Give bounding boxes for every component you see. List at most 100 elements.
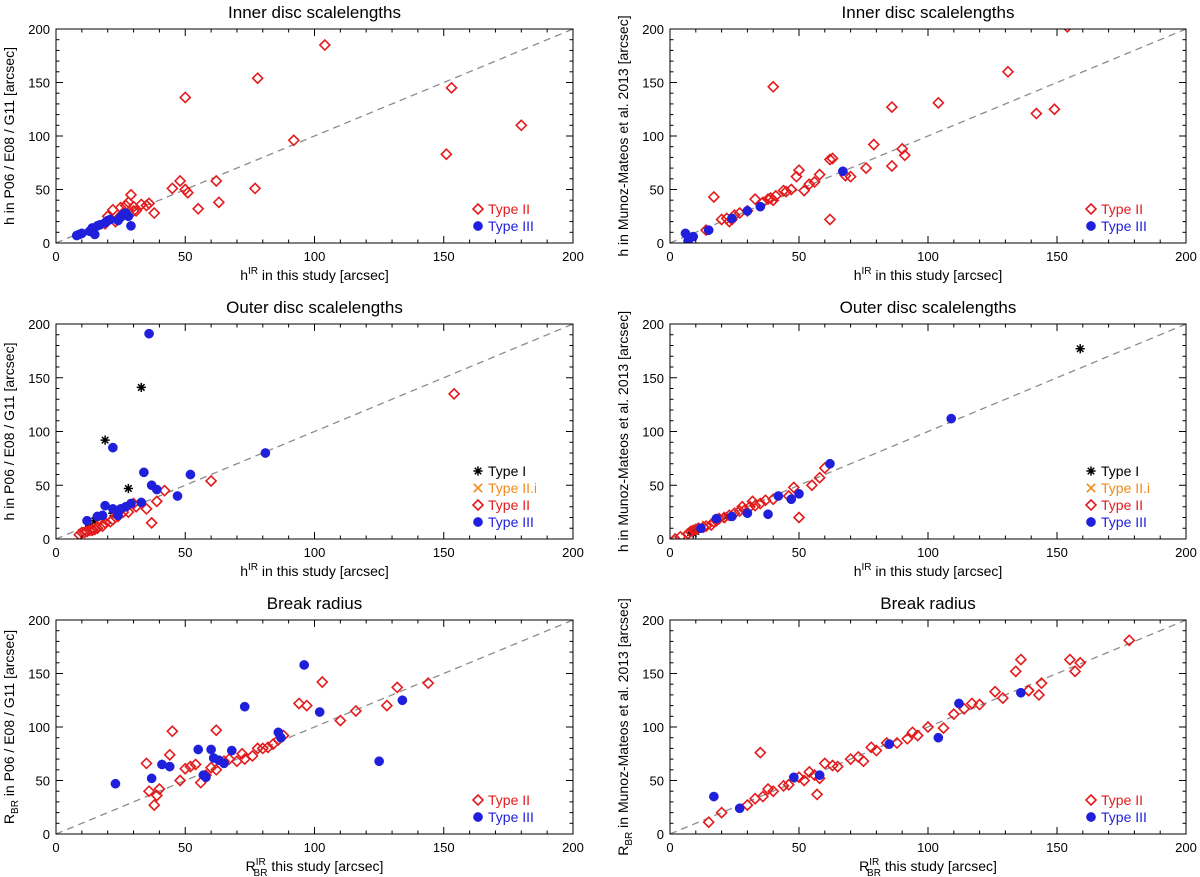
data-point-type-ii [792, 511, 806, 524]
x-label-sup: IR [862, 562, 872, 573]
data-point-type-ii [947, 708, 960, 721]
x-label-base: R [246, 858, 256, 874]
chart-panel-2: 0 50 100 150 200 0 50 100 150 200 Inner disc scale… [615, 3, 1197, 283]
data-point-type-ii [885, 100, 899, 114]
legend-marker [473, 466, 483, 476]
legend-marker [473, 483, 483, 493]
data-point-type-ii [767, 194, 780, 207]
legend-label: Type III [1101, 514, 1147, 530]
axis-ticks [669, 323, 1187, 540]
x-label-base: h [240, 267, 248, 283]
data-point-type-iii [299, 660, 310, 670]
data-point-type-iii [1016, 687, 1026, 698]
data-point-type-ii [707, 190, 720, 204]
data-point-type-iii [193, 744, 204, 755]
data-point-type-iii [763, 509, 773, 520]
data-point-type-ii [767, 80, 780, 93]
data-point-type-ii [756, 790, 770, 803]
data-point-type-ii [831, 760, 844, 773]
legend-label: Type III [488, 809, 534, 825]
y-tick-label: 50 [650, 183, 664, 198]
data-point-type-ii [515, 119, 528, 132]
data-point-type-ii [779, 185, 793, 198]
x-tick-label: 200 [562, 249, 584, 264]
data-point-type-ii [937, 721, 950, 735]
y-label-sub: BR [10, 800, 21, 814]
data-point-type-ii [859, 161, 873, 175]
data-point-type-ii [287, 134, 300, 147]
data-point-type-ii [996, 691, 1009, 705]
data-point-type-ii [150, 789, 163, 802]
data-point-type-ii [292, 697, 306, 710]
data-point-type-ii [86, 524, 99, 537]
data-point-type-iii [139, 467, 149, 478]
x-tick-label: 200 [1175, 545, 1197, 560]
legend-marker [471, 793, 485, 807]
x-axis-label: RIR BR this study [arcsec] [859, 857, 997, 877]
legend-label: Type II [1101, 497, 1143, 513]
y-tick-label: 0 [657, 236, 664, 251]
data-point-type-iii [226, 745, 237, 756]
data-point-type-ii [746, 495, 759, 508]
x-label-sub: BR [867, 868, 881, 877]
data-point-type-ii [1014, 653, 1028, 666]
y-tick-label: 150 [28, 76, 50, 91]
x-tick-label: 150 [1046, 840, 1068, 855]
x-label-sup: IR [248, 266, 258, 277]
y-axis-label: h in Munoz-Mateos et al. 2013 [arcsec] [615, 311, 631, 552]
data-point-type-ii [852, 750, 865, 764]
data-point-type-iii [276, 732, 286, 743]
data-point-type-ii [813, 471, 826, 484]
data-point-type-iii [151, 484, 162, 495]
x-tick-label: 100 [304, 545, 326, 560]
panel-title: Break radius [880, 594, 975, 613]
x-tick-label: 0 [52, 840, 59, 855]
data-point-type-iii [172, 491, 183, 501]
data-point-type-iii [219, 758, 229, 769]
data-point-type-ii [1009, 665, 1022, 678]
chart-panel-3: 0 50 100 150 200 0 50 100 150 200 Outer disc scale… [1, 298, 584, 579]
data-point-type-ii [447, 387, 461, 401]
data-point-type-iii [126, 221, 136, 231]
data-point-type-ii [148, 798, 161, 812]
data-point-type-ii [906, 726, 919, 739]
data-points [73, 328, 461, 539]
data-point-type-ii [777, 779, 790, 792]
data-point-type-ii [422, 676, 435, 690]
data-point-type-ii [670, 532, 682, 539]
y-tick-label: 150 [28, 371, 50, 386]
legend-label: Type III [1101, 218, 1147, 234]
x-tick-label: 200 [1175, 249, 1197, 264]
data-point-type-ii [235, 747, 249, 760]
x-tick-label: 0 [666, 249, 673, 264]
legend-marker [473, 517, 483, 527]
x-label-base: h [854, 563, 862, 579]
x-tick-label: 100 [304, 840, 326, 855]
x-axis-label: RIR BR this study [arcsec] [246, 857, 384, 877]
legend-marker [1084, 793, 1098, 807]
y-axis-label: RBR in P06 / E08 / G11 [arcsec] [1, 630, 21, 824]
data-point-type-ii [844, 752, 857, 766]
data-point-type-ii [761, 782, 775, 796]
y-label-base: h in Munoz-Mateos et al. 2013 [arcsec] [615, 311, 631, 552]
data-point-type-iii [82, 515, 92, 526]
x-label-base: h [240, 563, 248, 579]
y-label-base: R [1, 814, 17, 824]
data-point-type-iii [709, 791, 719, 802]
data-point-type-iii [825, 458, 835, 469]
x-tick-label: 200 [562, 840, 584, 855]
data-point-type-ii [741, 798, 754, 812]
data-point-type-ii [204, 474, 218, 488]
x-tick-label: 0 [52, 545, 59, 560]
data-point-type-ii [349, 704, 362, 718]
y-axis-label: RBR in Munoz-Mateos et al. 2013 [arcsec] [615, 598, 635, 855]
y-tick-label: 150 [28, 667, 50, 682]
data-point-type-iii [742, 508, 753, 519]
data-point-type-ii [932, 96, 945, 109]
legend-label: Type III [488, 218, 534, 234]
x-tick-label: 100 [917, 545, 939, 560]
data-point-type-ii [179, 91, 192, 104]
data-point-type-ii [1035, 676, 1048, 690]
